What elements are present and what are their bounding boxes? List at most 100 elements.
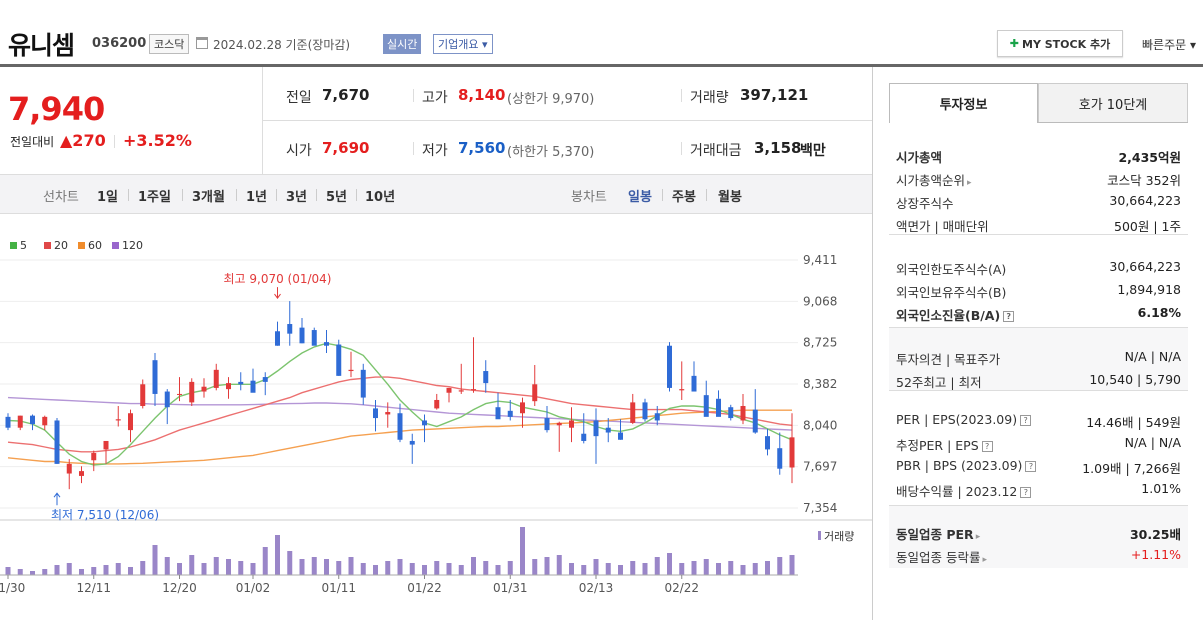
volume-bar [262, 547, 268, 575]
chevron-right-icon[interactable]: ▸ [967, 178, 972, 188]
info-value: 1.01% [1141, 481, 1181, 496]
realtime-button[interactable]: 실시간 [383, 34, 422, 54]
help-icon[interactable]: ? [1020, 415, 1032, 426]
candle-body [569, 420, 574, 428]
high-value: 8,140 [458, 86, 506, 104]
tab-5year[interactable]: 5년 [326, 190, 348, 205]
candle-body [556, 422, 562, 426]
help-icon[interactable]: ? [1025, 461, 1037, 472]
x-tick-label: 01/11 [321, 581, 356, 595]
y-tick-label: 7,354 [803, 501, 837, 515]
candle-body [79, 471, 84, 476]
candle-body [752, 409, 758, 433]
volume-bar [605, 563, 611, 575]
section-bg [889, 506, 1188, 568]
candle-chart-label: 봉차트 [571, 190, 607, 205]
volume-label: 거래량 [824, 530, 854, 543]
amount-label: 거래대금 [690, 143, 742, 159]
volume-bar [446, 563, 452, 575]
volume-bar [667, 553, 672, 575]
company-info-dropdown[interactable]: 기업개요 ▾ [433, 34, 493, 54]
candle-body [115, 419, 121, 421]
candle-body [213, 369, 219, 388]
volume-bar [556, 555, 562, 575]
tab-invest-info[interactable]: 투자정보 [889, 83, 1038, 123]
volume-bar [287, 551, 293, 575]
candle-body [17, 415, 23, 428]
tab-3year[interactable]: 3년 [286, 190, 308, 205]
info-key: 동일업종 PER ▸ [896, 527, 981, 542]
tab-1week[interactable]: 1주일 [138, 190, 171, 205]
amount-unit: 백만 [800, 143, 826, 159]
tab-order-book[interactable]: 호가 10단계 [1038, 83, 1188, 123]
info-value: N/A | N/A [1124, 349, 1181, 364]
info-value: 14.46배 | 549원 [1086, 415, 1181, 430]
volume-bar [189, 555, 195, 575]
y-tick-label: 9,068 [803, 294, 837, 308]
y-axis: 9,411 9,068 8,725 8,382 8,040 7,697 7,354 [803, 253, 837, 515]
ma20-line [7, 376, 793, 453]
chevron-right-icon[interactable]: ▸ [982, 555, 988, 565]
tab-weekly[interactable]: 주봉 [672, 190, 696, 205]
volume-label: 거래량 [690, 90, 729, 106]
volume-bar [777, 557, 783, 575]
change-percent: +3.52% [123, 131, 192, 150]
volume-bar [642, 563, 648, 575]
x-tick-label: 02/22 [664, 581, 699, 595]
change-value: ▲270 [60, 131, 106, 150]
volume-bar [789, 555, 795, 575]
help-icon[interactable]: ? [1020, 487, 1032, 498]
volume-bar [483, 561, 489, 575]
stock-chart[interactable]: 5 20 60 120 9,411 9,068 8,725 8,382 8,040 7,697 7… [0, 214, 872, 620]
volume-bar [30, 571, 35, 575]
y-tick-label: 8,725 [803, 336, 837, 350]
open-label: 시가 [286, 143, 312, 159]
volume-bar [471, 557, 476, 575]
high-label: 고가 [422, 90, 448, 106]
volume-bar [752, 563, 758, 575]
tab-1year[interactable]: 1년 [246, 190, 268, 205]
candle-body [30, 415, 35, 425]
volume-bar [79, 569, 84, 575]
y-tick-label: 7,697 [803, 460, 837, 474]
volume-bar [201, 563, 207, 575]
help-icon[interactable]: ? [1003, 311, 1015, 322]
volume-bar [507, 561, 513, 575]
tab-daily[interactable]: 일봉 [628, 190, 652, 205]
info-key: 외국인소진율(B/A)? [896, 305, 1015, 324]
volume-bar [434, 561, 440, 575]
section-bg [889, 328, 1188, 390]
chevron-right-icon[interactable]: ▸ [975, 532, 981, 542]
volume-bar [544, 557, 550, 575]
tab-1day[interactable]: 1일 [97, 190, 119, 205]
tab-10year[interactable]: 10년 [365, 190, 396, 205]
divider [706, 189, 707, 201]
change-label: 전일대비 [10, 135, 55, 149]
help-icon[interactable]: ? [981, 441, 993, 452]
candle-body [630, 402, 636, 423]
info-key: 배당수익률 | 2023.12? [896, 481, 1032, 500]
info-row: 시가총액순위 ▸ 코스닥 352위 [896, 170, 1181, 189]
volume-bar [532, 559, 538, 575]
open-value: 7,690 [322, 139, 370, 157]
candle-body [103, 440, 109, 450]
volume-bar [348, 557, 354, 575]
max-annotation: 최고 9,070 (01/04) [223, 272, 331, 286]
quick-order-button[interactable]: 빠른주문 ▾ [1142, 38, 1196, 52]
x-axis: 11/30 12/11 12/20 01/02 01/11 01/22 01/31 02/13… [0, 575, 699, 595]
info-value: 10,540 | 5,790 [1089, 372, 1181, 387]
add-mystock-button[interactable]: ✚ MY STOCK 추가 [997, 30, 1123, 57]
volume-bar [115, 563, 121, 575]
chart-legend: 5 20 60 120 [10, 239, 143, 252]
volume-bar [716, 563, 721, 575]
candle-body [189, 381, 195, 403]
volume-bar [17, 569, 23, 575]
stock-name: 유니셈 [8, 31, 75, 60]
info-value: 6.18% [1137, 305, 1181, 320]
chart-grid [0, 259, 872, 521]
prev-close-label: 전일 [286, 90, 312, 106]
volume-bar [177, 563, 182, 575]
tab-3month[interactable]: 3개월 [192, 190, 225, 205]
x-tick-label: 02/13 [579, 581, 614, 595]
tab-monthly[interactable]: 월봉 [718, 190, 742, 205]
